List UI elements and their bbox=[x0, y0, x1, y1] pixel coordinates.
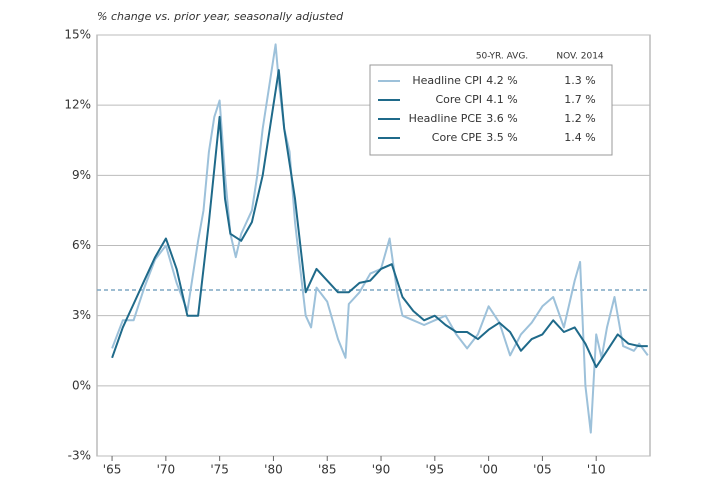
legend-avg: 4.1 % bbox=[486, 93, 517, 106]
legend-label: Headline PCE bbox=[409, 112, 482, 125]
x-tick-label: '80 bbox=[264, 463, 283, 477]
legend-avg: 4.2 % bbox=[486, 74, 517, 87]
x-tick-label: '05 bbox=[533, 463, 552, 477]
x-tick-label: '10 bbox=[587, 463, 606, 477]
legend-nov: 1.2 % bbox=[564, 112, 595, 125]
y-tick-label: 6% bbox=[72, 238, 91, 252]
legend-box bbox=[369, 64, 613, 156]
y-tick-label: -3% bbox=[68, 449, 91, 463]
y-tick-label: 15% bbox=[64, 28, 91, 42]
series-line bbox=[111, 69, 648, 369]
chart-subtitle: % change vs. prior year, seasonally adju… bbox=[97, 10, 344, 23]
legend-nov: 1.4 % bbox=[564, 131, 595, 144]
legend-label: Core CPI bbox=[435, 93, 482, 106]
legend-avg: 3.5 % bbox=[486, 131, 517, 144]
x-tick-label: '70 bbox=[157, 463, 176, 477]
x-tick-label: '75 bbox=[210, 463, 229, 477]
y-tick-label: 3% bbox=[72, 308, 91, 322]
x-tick-label: '85 bbox=[318, 463, 337, 477]
x-tick-label: '65 bbox=[103, 463, 122, 477]
legend-label: Core CPE bbox=[432, 131, 482, 144]
legend-header: 50-YR. AVG. bbox=[476, 52, 528, 62]
x-tick-label: '00 bbox=[479, 463, 498, 477]
legend-label: Headline CPI bbox=[412, 74, 482, 87]
legend-nov: 1.7 % bbox=[564, 93, 595, 106]
y-tick-label: 12% bbox=[64, 98, 91, 112]
y-tick-label: 0% bbox=[72, 378, 91, 392]
legend-nov: 1.3 % bbox=[564, 74, 595, 87]
legend-avg: 3.6 % bbox=[486, 112, 517, 125]
x-tick-label: '95 bbox=[426, 463, 445, 477]
series-line bbox=[111, 43, 649, 434]
legend-header: NOV. 2014 bbox=[556, 52, 604, 62]
x-tick-label: '90 bbox=[372, 463, 391, 477]
y-tick-label: 9% bbox=[72, 168, 91, 182]
